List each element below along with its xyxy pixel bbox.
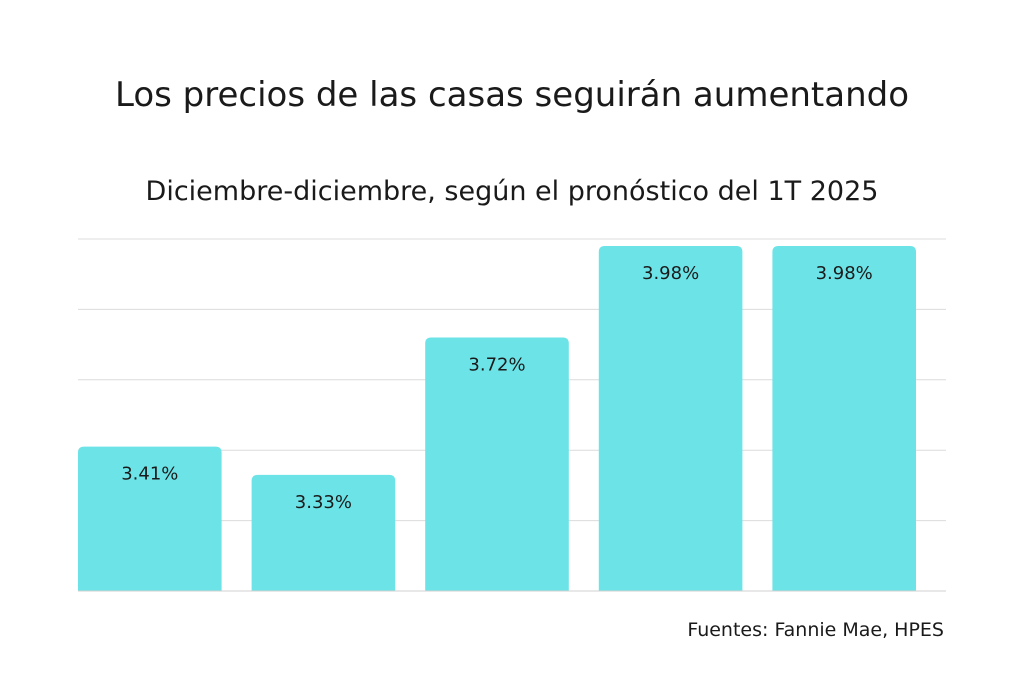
data-label-3: 3.72% — [468, 355, 525, 376]
data-labels: 3.41% 3.33% 3.72% 3.98% 3.98% — [121, 263, 873, 513]
data-label-4: 3.98% — [642, 263, 699, 284]
data-label-2: 3.33% — [295, 492, 352, 513]
bars — [78, 246, 916, 592]
bar-1 — [78, 446, 222, 591]
bar-3 — [425, 337, 569, 591]
chart-subtitle: Diciembre-diciembre, según el pronóstico… — [145, 176, 879, 207]
data-label-5: 3.98% — [816, 263, 873, 284]
bar-2 — [251, 474, 396, 591]
source-note: Fuentes: Fannie Mae, HPES — [687, 619, 944, 641]
chart-title: Los precios de las casas seguirán aument… — [0, 74, 1024, 116]
chart-title-text: Los precios de las casas seguirán aument… — [114, 75, 910, 115]
data-label-1: 3.41% — [121, 464, 178, 485]
bar-4 — [598, 246, 743, 592]
bar-5 — [772, 246, 916, 592]
